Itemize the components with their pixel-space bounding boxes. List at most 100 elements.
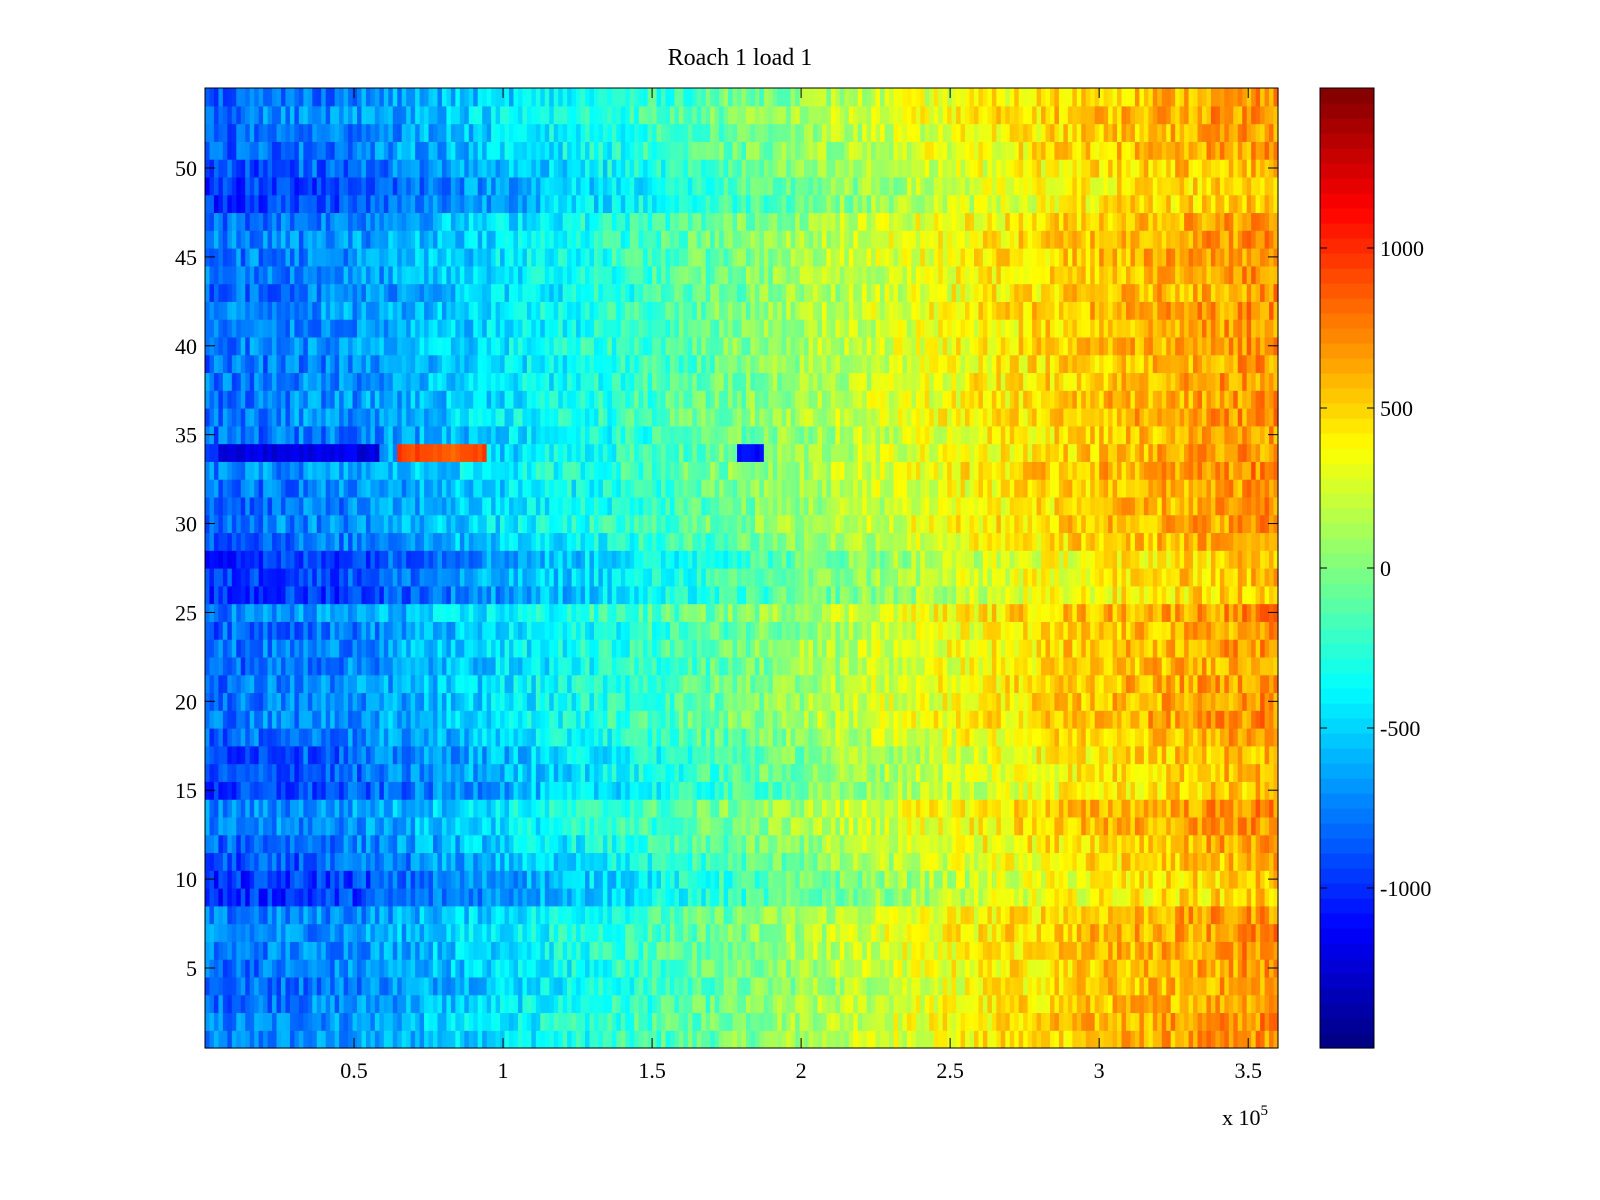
heatmap-cell [415,816,421,836]
heatmap-cell [1166,745,1172,765]
heatmap-cell [1027,976,1033,996]
heatmap-cell [991,799,997,818]
heatmap-cell [339,834,345,854]
heatmap-cell [231,888,237,907]
heatmap-cell [942,816,948,836]
heatmap-cell [213,941,220,960]
heatmap-cell [862,799,868,818]
heatmap-cell [714,692,720,711]
heatmap-cell [933,923,939,942]
heatmap-cell [571,692,577,711]
heatmap-cell [1166,710,1172,729]
heatmap-cell [857,923,863,942]
heatmap-cell [1166,763,1172,782]
heatmap-cell [1184,1030,1190,1049]
heatmap-cell [732,852,738,871]
heatmap-cell [504,834,510,854]
heatmap-cell [884,923,890,942]
heatmap-cell [1072,941,1078,960]
heatmap-cell [374,905,380,925]
heatmap-cell [571,781,577,800]
heatmap-cell [1184,941,1190,960]
heatmap-cell [213,852,220,871]
heatmap-cell [965,852,971,871]
heatmap-cell [1246,1030,1252,1049]
heatmap-cell [830,674,836,694]
heatmap-cell [786,816,792,836]
heatmap-cell [464,710,470,729]
heatmap-cell [562,816,568,836]
heatmap-cell [1260,923,1266,942]
heatmap-cell [482,923,488,942]
heatmap-cell [982,728,988,747]
heatmap-cell [1041,834,1047,854]
heatmap-cell [1206,728,1212,747]
heatmap-cell [535,781,541,800]
heatmap-cell [960,799,966,818]
heatmap-cell [1000,976,1006,996]
heatmap-cell [1112,905,1118,925]
heatmap-cell [719,816,725,836]
heatmap-cell [1000,852,1006,871]
heatmap-cell [1197,870,1203,889]
heatmap-cell [236,905,242,925]
heatmap-cell [1224,834,1230,854]
heatmap-cell [728,816,734,836]
heatmap-cell [549,763,555,782]
heatmap-cell [1237,1030,1243,1049]
heatmap-cell [804,905,810,925]
heatmap-cell [339,870,345,889]
heatmap-cell [213,692,220,711]
heatmap-cell [276,710,282,729]
heatmap-cell [754,692,760,711]
heatmap-cell [719,1030,725,1049]
heatmap-cell [1130,728,1136,747]
heatmap-cell [500,852,506,871]
heatmap-cell [397,799,403,818]
heatmap-cell [1206,923,1212,942]
heatmap-cell [897,692,904,711]
heatmap-cell [258,959,264,978]
heatmap-cell [1157,799,1163,818]
heatmap-cell [929,745,935,765]
heatmap-cell [339,1030,345,1049]
heatmap-cell [321,674,327,694]
heatmap-cell [598,941,604,960]
heatmap-cell [661,674,667,694]
heatmap-cell [1103,834,1109,854]
heatmap-cell [947,745,953,765]
heatmap-cell [804,816,810,836]
heatmap-cell [1184,834,1190,854]
heatmap-cell [1188,799,1194,818]
heatmap-cell [330,976,336,996]
heatmap-cell [786,1030,792,1049]
heatmap-cell [491,834,497,854]
heatmap-cell [1251,728,1257,747]
heatmap-cell [576,976,582,996]
heatmap-cell [589,834,595,854]
heatmap-cell [1179,834,1185,854]
heatmap-cell [826,816,832,836]
heatmap-cell [437,994,443,1014]
heatmap-cell [692,816,698,836]
heatmap-cell [303,692,309,711]
heatmap-cell [245,923,251,942]
heatmap-cell [424,728,430,747]
heatmap-cell [625,852,631,871]
heatmap-cell [289,888,296,907]
heatmap-cell [1045,1030,1051,1049]
heatmap-cell [625,674,631,694]
heatmap-cell [535,728,541,747]
heatmap-cell [750,710,756,729]
heatmap-cell [424,1030,430,1049]
heatmap-cell [938,710,944,729]
heatmap-cell [531,728,537,747]
heatmap-cell [504,888,510,907]
heatmap-cell [415,1012,421,1031]
heatmap-cell [316,888,322,907]
heatmap-cell [1228,888,1234,907]
heatmap-cell [951,959,957,978]
heatmap-cell [897,941,904,960]
heatmap-cell [383,888,389,907]
heatmap-cell [486,870,492,889]
